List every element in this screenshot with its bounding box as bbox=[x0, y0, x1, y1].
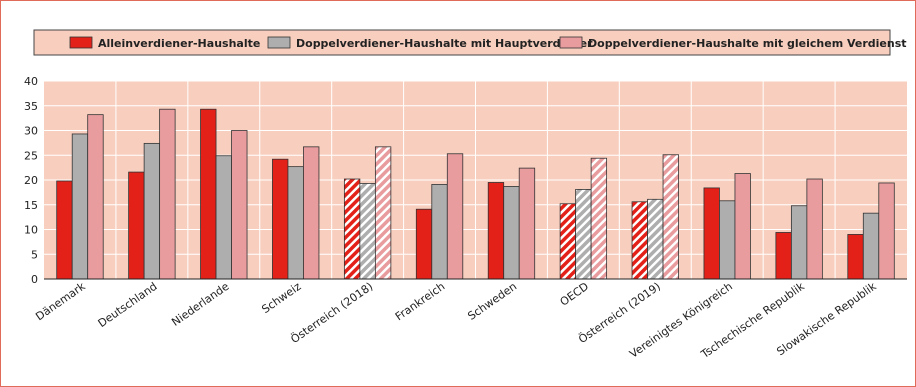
y-tick-label: 15 bbox=[24, 199, 38, 212]
bar bbox=[703, 187, 720, 280]
bar bbox=[734, 173, 751, 280]
x-axis-labels: Dänemark Deutschland Niederlande SchweizÖst… bbox=[33, 279, 879, 361]
legend bbox=[33, 29, 891, 56]
bar bbox=[231, 130, 248, 280]
legend-label: Doppelverdiener-Haushalte mit Hauptverdi… bbox=[296, 37, 593, 50]
bar bbox=[559, 203, 577, 280]
legend-swatch bbox=[559, 36, 583, 49]
bar bbox=[775, 232, 792, 280]
legend-label: Doppelverdiener-Haushalte mit gleichem V… bbox=[588, 37, 907, 50]
y-tick-label: 40 bbox=[24, 75, 38, 88]
bar bbox=[71, 133, 89, 280]
bar bbox=[790, 205, 808, 280]
x-tick-label: OECD bbox=[558, 280, 591, 309]
x-tick-label: Dänemark bbox=[33, 279, 88, 323]
bar bbox=[159, 108, 176, 280]
bar bbox=[128, 171, 145, 280]
bar bbox=[343, 178, 361, 280]
bar bbox=[575, 189, 592, 280]
bar bbox=[862, 212, 880, 280]
y-tick-label: 0 bbox=[31, 273, 38, 286]
bar bbox=[518, 167, 536, 280]
x-tick-label: Niederlande bbox=[169, 280, 231, 329]
bar bbox=[847, 234, 864, 280]
bar bbox=[647, 198, 664, 280]
bar bbox=[878, 182, 895, 280]
bar bbox=[215, 155, 232, 280]
bar bbox=[446, 153, 464, 280]
bar bbox=[503, 186, 520, 280]
y-tick-label: 35 bbox=[24, 100, 38, 113]
y-tick-label: 20 bbox=[24, 174, 38, 187]
y-tick-label: 25 bbox=[24, 149, 38, 162]
bar bbox=[200, 108, 217, 280]
bar bbox=[719, 200, 736, 280]
legend-items: Alleinverdiener-Haushalte Doppelverdiener… bbox=[69, 36, 907, 50]
bar bbox=[806, 178, 823, 280]
bar bbox=[303, 146, 320, 280]
bar bbox=[431, 184, 448, 280]
bar bbox=[272, 158, 289, 280]
bar bbox=[359, 183, 376, 280]
bar bbox=[487, 182, 505, 280]
legend-swatch bbox=[267, 36, 291, 49]
bar bbox=[631, 201, 648, 280]
bar bbox=[287, 166, 304, 280]
bar-series bbox=[56, 108, 895, 280]
bar bbox=[662, 154, 679, 280]
legend-label: Alleinverdiener-Haushalte bbox=[98, 37, 260, 50]
bar bbox=[143, 142, 161, 280]
x-tick-label: Frankreich bbox=[393, 280, 447, 324]
legend-swatch bbox=[69, 36, 93, 49]
y-tick-label: 10 bbox=[24, 224, 38, 237]
y-axis-ticks: 0 5 10 15 20 25 30 35 40 bbox=[24, 75, 38, 286]
bar bbox=[56, 180, 73, 280]
x-tick-label: Deutschland bbox=[96, 280, 160, 330]
x-tick-label: Schweden bbox=[465, 280, 519, 323]
bar bbox=[374, 146, 392, 280]
bar bbox=[87, 114, 104, 280]
y-tick-label: 30 bbox=[24, 125, 38, 138]
bar bbox=[415, 208, 433, 280]
grid-lines bbox=[44, 80, 907, 279]
bar bbox=[590, 157, 608, 280]
y-tick-label: 5 bbox=[31, 248, 38, 261]
x-tick-label: Schweiz bbox=[259, 280, 303, 316]
